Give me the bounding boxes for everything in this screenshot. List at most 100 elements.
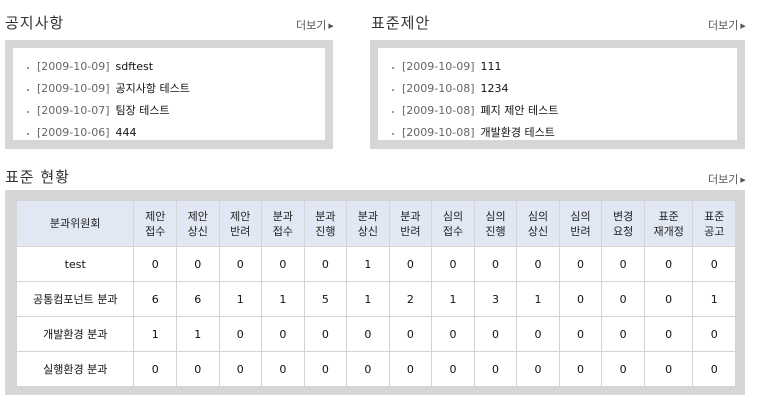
item-title-link[interactable]: 111 [480,60,502,73]
count-cell: 0 [692,316,736,352]
column-header-label: 분과 [400,209,421,223]
column-header-label: 변경 [612,209,634,223]
column-header-label: 접수 [272,224,293,238]
count-cell: 1 [516,281,560,317]
item-date: [2009-10-08] [402,82,475,95]
bullet-icon [392,89,394,91]
column-header-label: 반려 [230,224,251,238]
count-cell: 0 [218,351,263,387]
count-cell: 0 [601,351,645,387]
column-header: 분과 반려 [388,200,433,247]
count-cell: 0 [431,316,475,352]
column-header-label: 진행 [315,224,336,238]
committee-name: 개발환경 분과 [15,316,135,352]
column-header: 표준 재개정 [643,200,694,247]
count-cell: 0 [643,316,694,352]
status-panel: 분과위원회 제안 접수 제안 상신 제안 반려 분과 접수 분과 진행 분과 상신 분과 반려 심의 접수 심의 진… [5,190,745,395]
list-item[interactable]: [2009-10-08] 1234 [392,78,558,100]
list-item[interactable]: [2009-10-09] sdftest [27,56,190,78]
status-more-link[interactable]: 더보기 ▶ [708,171,746,187]
column-header-label: 심의 [527,209,549,223]
count-cell: 0 [692,351,736,387]
count-cell: 0 [558,281,603,317]
column-header: 표준 공고 [692,200,736,247]
column-header-label: 재개정 [653,224,684,238]
list-item[interactable]: [2009-10-09] 111 [392,56,558,78]
list-item[interactable]: [2009-10-08] 폐지 제안 테스트 [392,100,558,122]
list-item[interactable]: [2009-10-07] 팀장 테스트 [27,100,190,122]
proposal-list: [2009-10-09] 111 [2009-10-08] 1234 [2009-1… [392,56,558,144]
column-header-label: 제안 [230,209,251,223]
status-title: 표준 현황 [5,168,70,186]
count-cell: 0 [346,316,390,352]
column-header: 분과 상신 [346,200,390,247]
column-header-label: 심의 [570,209,591,223]
count-cell: 3 [473,281,518,317]
item-title-link[interactable]: 개발환경 테스트 [480,126,555,139]
count-cell: 0 [473,351,518,387]
count-cell: 1 [346,281,390,317]
list-item[interactable]: [2009-10-06] 444 [27,122,190,144]
proposal-more-link[interactable]: 더보기 ▶ [708,17,746,33]
count-cell: 1 [692,281,736,317]
item-date: [2009-10-08] [402,104,475,117]
item-title-link[interactable]: 폐지 제안 테스트 [480,104,559,117]
count-cell: 1 [176,316,220,352]
table-row: test 0 0 0 0 0 1 0 0 0 0 0 0 0 0 [15,246,736,282]
count-cell: 0 [218,316,263,352]
count-cell: 0 [218,246,263,282]
count-cell: 0 [601,281,645,317]
count-cell: 1 [218,281,263,317]
notice-title: 공지사항 [5,14,65,32]
notice-more-label: 더보기 [296,19,327,32]
column-header-label: 심의 [485,209,506,223]
bullet-icon [27,89,29,91]
column-header-label: 상신 [357,224,379,238]
count-cell: 0 [601,316,645,352]
column-header-label: 공고 [704,224,725,238]
count-cell: 0 [176,351,220,387]
count-cell: 0 [388,351,433,387]
count-cell: 1 [346,246,390,282]
column-header-label: 상신 [527,224,549,238]
bullet-icon [392,111,394,113]
count-cell: 0 [303,246,348,282]
column-header: 심의 진행 [473,200,518,247]
count-cell: 0 [558,316,603,352]
bullet-icon [27,133,29,135]
count-cell: 2 [388,281,433,317]
count-cell: 0 [516,351,560,387]
count-cell: 0 [388,316,433,352]
list-item[interactable]: [2009-10-08] 개발환경 테스트 [392,122,558,144]
column-header: 분과 진행 [303,200,348,247]
item-title-link[interactable]: 444 [115,126,137,139]
count-cell: 0 [176,246,220,282]
count-cell: 1 [431,281,475,317]
bullet-icon [27,111,29,113]
item-title-link[interactable]: 1234 [480,82,509,95]
count-cell: 0 [303,316,348,352]
item-date: [2009-10-09] [402,60,475,73]
item-title-link[interactable]: 공지사항 테스트 [115,82,190,95]
bullet-icon [392,133,394,135]
count-cell: 0 [516,246,560,282]
column-header-label: 반려 [570,224,591,238]
column-header-label: 접수 [442,224,464,238]
notice-more-link[interactable]: 더보기 ▶ [296,17,334,33]
column-header: 심의 접수 [431,200,475,247]
item-title-link[interactable]: sdftest [115,60,154,73]
column-header-label: 분과 [357,209,379,223]
table-row: 개발환경 분과 1 1 0 0 0 0 0 0 0 0 0 0 0 0 [15,316,736,352]
count-cell: 0 [303,351,348,387]
table-row: 실행환경 분과 0 0 0 0 0 0 0 0 0 0 0 0 0 0 [15,351,736,387]
column-header: 제안 접수 [133,200,177,247]
item-date: [2009-10-09] [37,60,110,73]
column-header: 심의 반려 [558,200,603,247]
item-title-link[interactable]: 팀장 테스트 [115,104,170,117]
count-cell: 0 [643,351,694,387]
column-header: 제안 반려 [218,200,263,247]
list-item[interactable]: [2009-10-09] 공지사항 테스트 [27,78,190,100]
count-cell: 0 [261,316,305,352]
committee-name: 실행환경 분과 [15,351,135,387]
count-cell: 0 [388,246,433,282]
